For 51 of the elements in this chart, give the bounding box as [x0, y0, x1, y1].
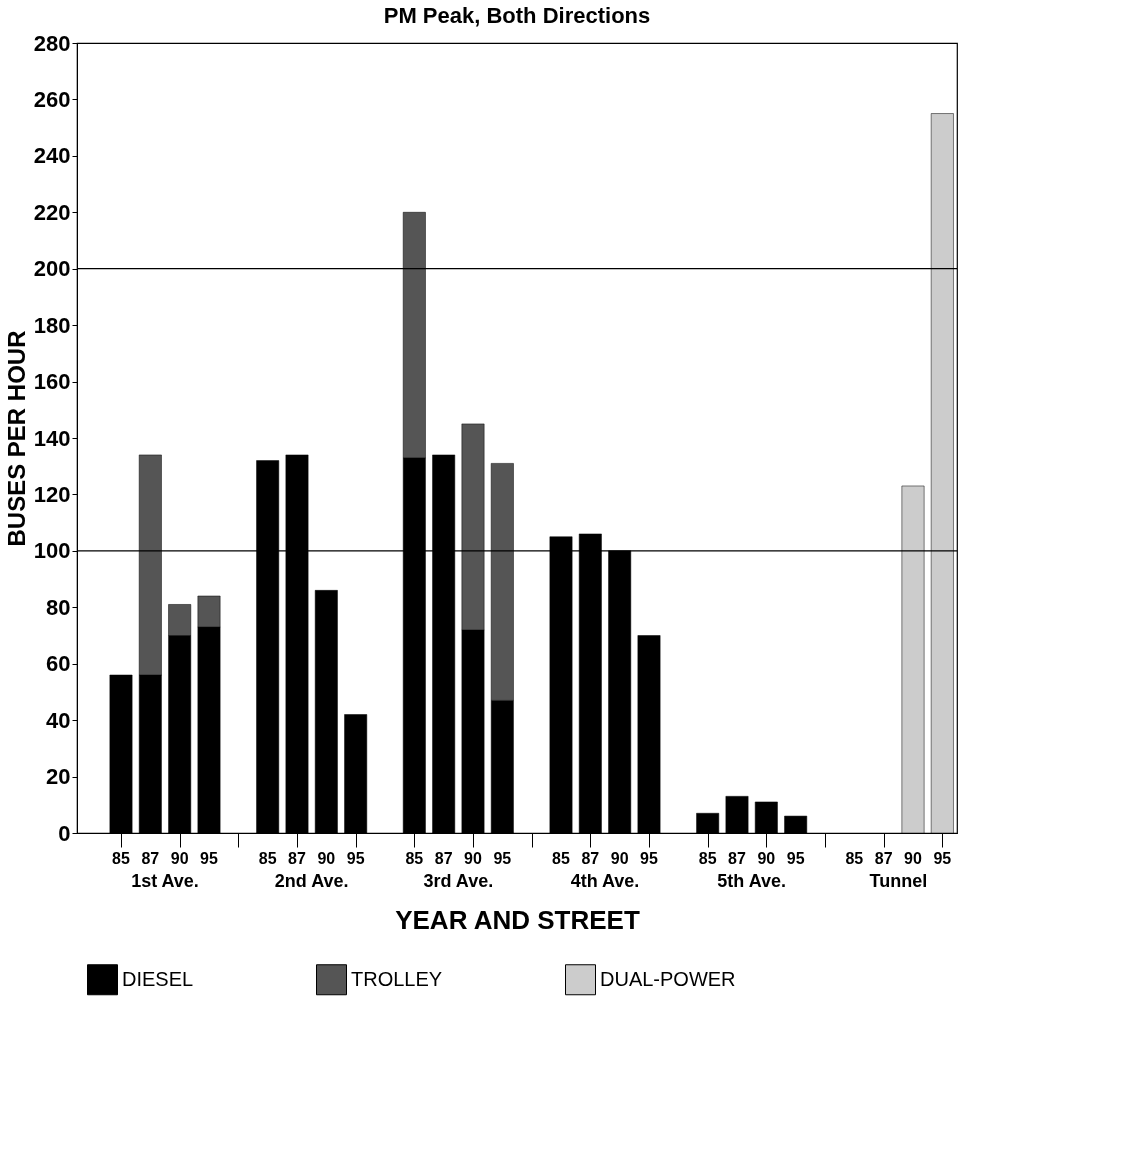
y-tick-label: 120: [33, 481, 71, 507]
legend-label: DIESEL: [122, 967, 194, 990]
x-tick-label: 90: [757, 850, 776, 867]
x-tick-label: 90: [170, 850, 189, 867]
legend-label: DUAL-POWER: [600, 967, 736, 990]
x-tick-label: 90: [317, 850, 336, 867]
x-tick-label: 85: [552, 850, 570, 867]
text: Tunnel: [869, 871, 928, 891]
y-tick-label: 280: [33, 30, 71, 56]
y-tick-label: 40: [46, 707, 71, 733]
y-tick-label: 140: [33, 425, 71, 451]
text: 4th Ave.: [570, 871, 640, 891]
y-tick-label: 60: [46, 651, 71, 677]
y-tick-label: 0: [58, 820, 71, 846]
x-tick-label: 90: [904, 850, 922, 867]
x-tick-label: 87: [288, 850, 306, 867]
y-tick-label: 80: [46, 594, 71, 620]
x-tick-label: 87: [728, 850, 746, 867]
y-tick-label: 100: [33, 538, 71, 564]
x-tick-label: 90: [610, 850, 629, 867]
x-tick-label: 87: [434, 850, 453, 867]
x-tick-label: 87: [581, 850, 600, 867]
y-tick-label: 180: [33, 312, 71, 338]
x-tick-label: 85: [112, 850, 130, 867]
text: 3rd Ave.: [423, 871, 494, 891]
x-tick-label: 95: [933, 850, 952, 867]
text: 1st Ave.: [131, 871, 199, 891]
y-tick-label: 240: [33, 143, 71, 169]
x-tick-label: 85: [405, 850, 424, 867]
x-tick-label: 85: [698, 850, 717, 867]
text: 5th Ave.: [717, 871, 787, 891]
text: 2nd Ave.: [274, 871, 349, 891]
x-axis-title: YEAR AND STREET: [395, 905, 640, 935]
y-tick-label: 260: [33, 86, 71, 112]
x-tick-label: 95: [200, 850, 218, 867]
x-tick-label: 90: [464, 850, 482, 867]
y-tick-label: 220: [33, 199, 71, 225]
y-axis-title: BUSES PER HOUR: [2, 330, 30, 547]
y-tick-label: 200: [33, 256, 71, 282]
x-tick-label: 85: [845, 850, 864, 867]
legend-label: TROLLEY: [351, 967, 443, 990]
x-tick-label: 87: [141, 850, 160, 867]
y-tick-label: 160: [33, 369, 71, 395]
x-tick-label: 85: [258, 850, 277, 867]
y-tick-label: 20: [46, 764, 71, 790]
x-tick-label: 95: [786, 850, 805, 867]
x-tick-label: 87: [874, 850, 893, 867]
x-tick-label: 95: [640, 850, 658, 867]
chart-title: PM Peak, Both Directions: [383, 3, 651, 28]
x-tick-label: 95: [346, 850, 365, 867]
x-tick-label: 95: [493, 850, 512, 867]
